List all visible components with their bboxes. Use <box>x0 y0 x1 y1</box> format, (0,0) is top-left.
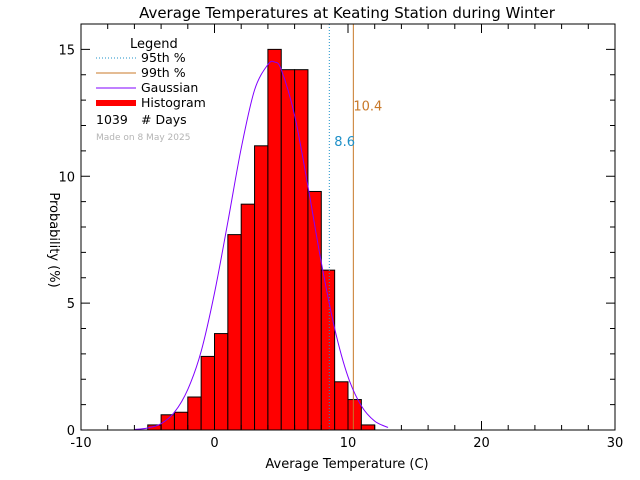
legend-title: Legend <box>130 37 178 52</box>
histogram-bar <box>267 48 282 431</box>
legend-item-gaussian-label: Gaussian <box>141 80 198 95</box>
legend-item-95th-label: 95th % <box>141 50 186 65</box>
histogram-bar <box>214 333 229 431</box>
percentile-99-label: 10.4 <box>353 99 382 114</box>
y-tick-label: 15 <box>58 43 75 58</box>
x-axis-label: Average Temperature (C) <box>265 457 428 472</box>
histogram-bar <box>360 424 376 431</box>
overlay-lines: 8.6 10.4 <box>134 24 389 430</box>
x-tick-label: 0 <box>210 436 218 451</box>
y-tick-label: 10 <box>58 170 75 185</box>
y-tick-label: 0 <box>67 424 75 439</box>
histogram-bar <box>347 399 362 431</box>
x-tick-label: -10 <box>70 436 91 451</box>
legend-item-histogram-label: Histogram <box>141 95 206 110</box>
y-axis-label: Probability (%) <box>46 192 61 287</box>
histogram-bar <box>187 396 202 431</box>
histogram-bar <box>334 381 349 431</box>
histogram-bar <box>280 69 296 431</box>
legend-count-label: # Days <box>141 112 187 127</box>
x-tick-label: 10 <box>340 436 357 451</box>
chart-title: Average Temperatures at Keating Station … <box>139 4 556 22</box>
y-tick-label: 5 <box>67 297 75 312</box>
histogram-bar <box>227 234 242 431</box>
x-tick-label: 30 <box>607 436 624 451</box>
made-on-note: Made on 8 May 2025 <box>96 133 190 143</box>
histogram-bar <box>320 269 336 431</box>
legend-item-99th-label: 99th % <box>141 65 186 80</box>
histogram-bar <box>254 145 269 431</box>
histogram-bar <box>200 355 215 431</box>
legend-count-value: 1039 <box>96 112 128 127</box>
histogram-bars <box>147 48 376 431</box>
histogram-bar <box>240 203 256 431</box>
x-tick-label: 20 <box>473 436 490 451</box>
percentile-95-label: 8.6 <box>334 135 355 150</box>
gaussian-curve <box>134 60 389 430</box>
histogram-bar <box>173 411 189 431</box>
